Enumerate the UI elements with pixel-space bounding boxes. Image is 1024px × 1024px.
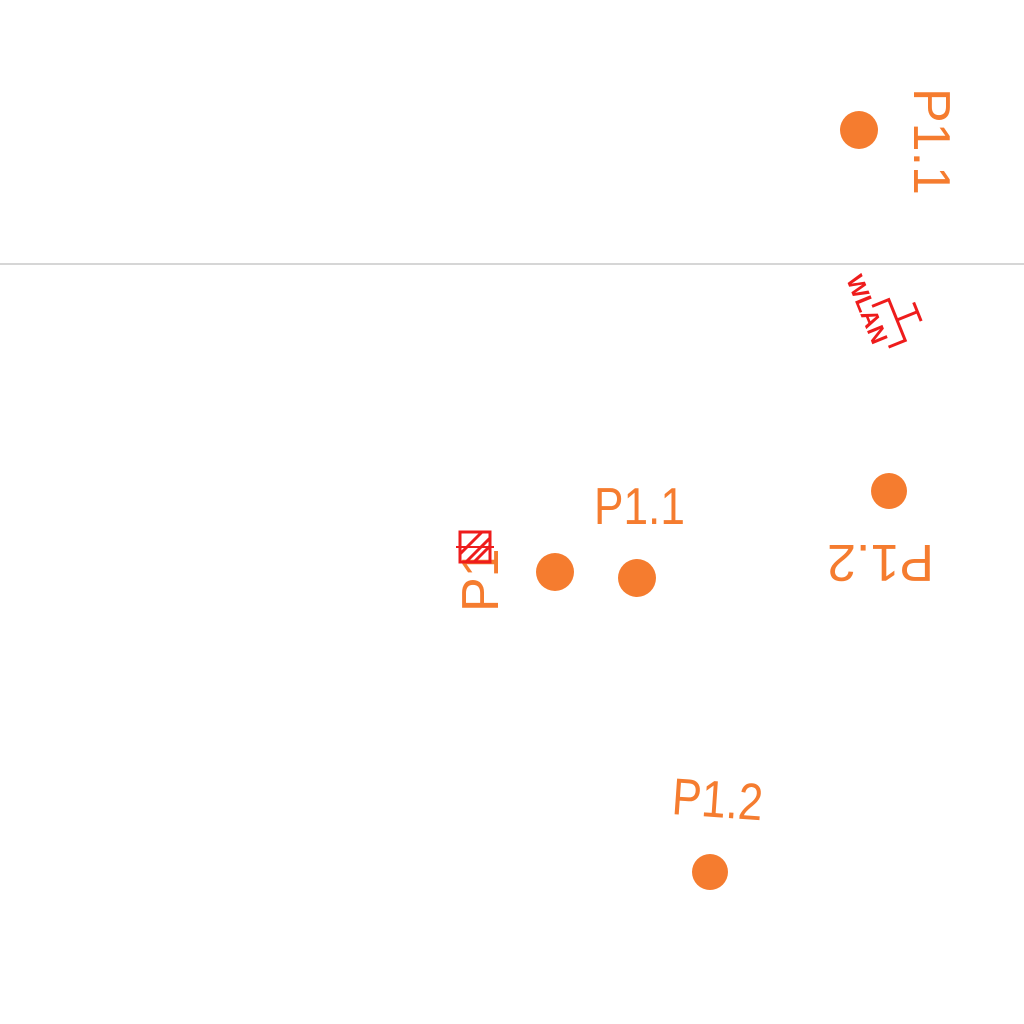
point-p11-top[interactable]	[840, 111, 878, 149]
label-p12-mid: P1.2	[827, 533, 934, 591]
label-p12-bottom: P1.2	[670, 768, 765, 832]
hatched-junction-box-symbol[interactable]	[456, 530, 494, 564]
label-p11-top: P1.1	[902, 88, 960, 195]
label-p1-partial: P1	[452, 548, 510, 612]
point-p12-bottom[interactable]	[692, 854, 728, 890]
point-p12-right[interactable]	[871, 473, 907, 509]
point-p1-left[interactable]	[536, 553, 574, 591]
label-p11-mid: P1.1	[594, 478, 685, 536]
point-p11-mid[interactable]	[618, 559, 656, 597]
